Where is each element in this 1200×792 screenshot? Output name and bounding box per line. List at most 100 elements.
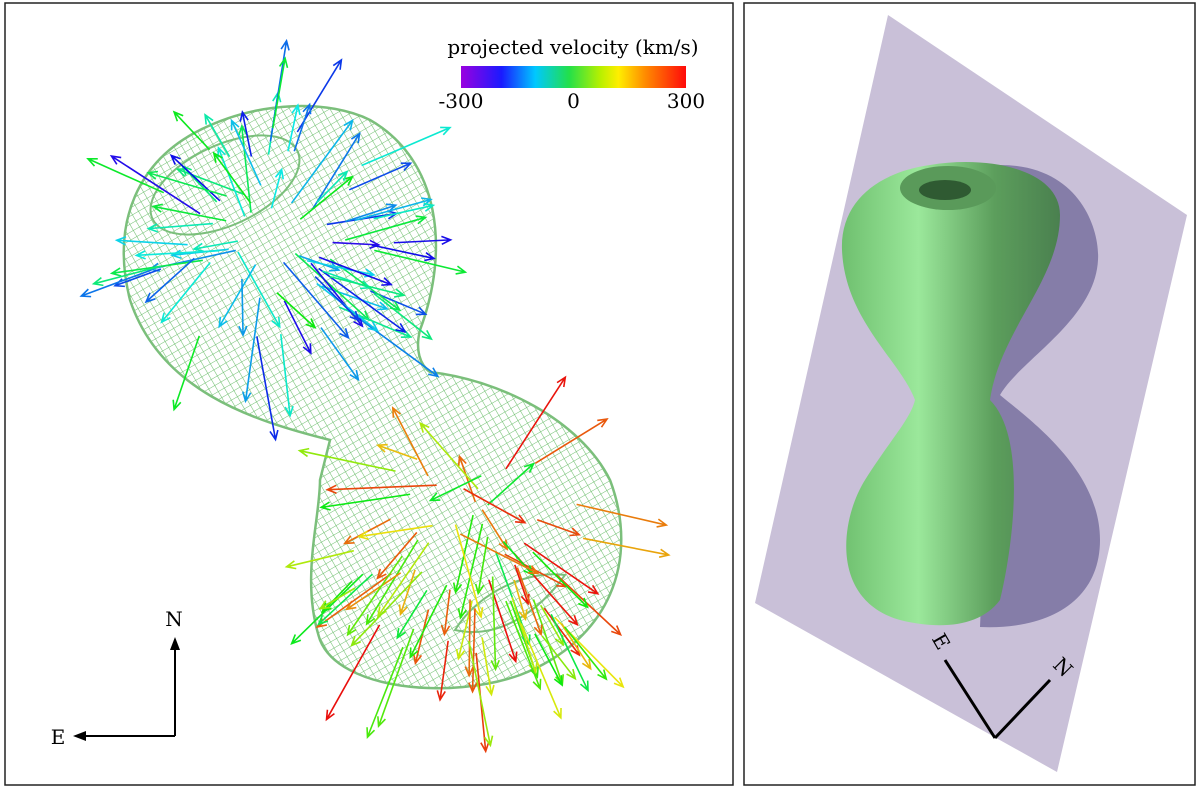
velocity-arrow [316, 282, 380, 332]
velocity-arrow [357, 524, 433, 541]
velocity-arrow [463, 488, 527, 524]
velocity-arrow [468, 608, 478, 694]
velocity-arrow [256, 336, 279, 442]
velocity-arrow [172, 335, 201, 412]
velocity-arrow [169, 154, 221, 202]
velocity-arrow [560, 623, 592, 671]
velocity-arrow [520, 623, 562, 720]
velocity-arrow [348, 162, 413, 191]
velocity-arrow [320, 327, 360, 382]
velocity-arrow [270, 167, 284, 209]
velocity-arrow [134, 249, 220, 260]
velocity-arrow [91, 265, 161, 287]
velocity-arrow [353, 314, 440, 378]
velocity-arrow [192, 240, 239, 253]
colorbar-title: projected velocity (km/s) [447, 35, 698, 59]
velocity-arrow [160, 262, 211, 324]
velocity-arrow [146, 222, 213, 233]
velocity-arrow [109, 154, 201, 215]
north-arrowhead [170, 637, 180, 650]
velocity-arrow [505, 600, 542, 691]
colorbar-ticks: -300 0 300 [439, 89, 706, 113]
velocity-arrow [582, 537, 671, 558]
velocity-arrow [398, 569, 416, 617]
velocity-arrow [293, 102, 312, 152]
colorbar-tick-label: 300 [667, 89, 705, 113]
east-arrowhead [73, 731, 86, 741]
velocity-arrow [86, 157, 165, 194]
velocity-arrow [502, 541, 534, 577]
north-axis [993, 678, 1052, 740]
velocity-arrow [282, 261, 350, 340]
velocity-arrow [576, 503, 669, 528]
velocity-arrow [79, 269, 152, 298]
compass-left: N E [51, 607, 183, 749]
velocity-arrow [318, 587, 356, 610]
velocity-arrow [365, 539, 419, 626]
model-surface [841, 162, 1060, 626]
velocity-arrow [391, 406, 429, 477]
velocity-arrow [412, 609, 430, 666]
velocity-arrow [318, 267, 407, 334]
velocity-arrow [345, 215, 428, 241]
velocity-arrow [541, 635, 577, 681]
velocity-arrow [428, 475, 482, 502]
velocity-arrow [490, 576, 500, 672]
velocity-arrow [144, 257, 195, 304]
velocity-arrow [276, 292, 317, 329]
velocity-arrow [311, 131, 361, 210]
velocity-arrow [299, 175, 354, 220]
velocity-arrow [532, 551, 589, 609]
velocity-arrow [418, 421, 479, 490]
model-opening-inner [919, 180, 971, 200]
velocity-arrow [536, 518, 582, 537]
velocity-arrow [474, 536, 489, 596]
velocity-arrow [325, 624, 381, 722]
wireframe-shell [122, 104, 623, 690]
colorbar [461, 66, 686, 88]
velocity-arrow [317, 573, 373, 626]
velocity-arrow [239, 110, 253, 157]
velocity-arrow [374, 249, 468, 275]
velocity-arrow [332, 239, 381, 250]
velocity-arrow [212, 151, 252, 204]
velocity-arrow [151, 203, 227, 222]
velocity-arrow [342, 518, 391, 545]
velocity-arrow [516, 567, 543, 637]
velocity-arrow [280, 334, 294, 418]
velocity-arrow [464, 599, 474, 678]
velocity-arrow [376, 443, 418, 461]
velocity-arrow [146, 170, 227, 197]
velocity-arrow [481, 509, 509, 551]
velocity-arrow [290, 118, 354, 204]
velocity-arrow [242, 297, 261, 404]
north-label: N [165, 607, 183, 631]
velocity-arrow [534, 418, 609, 464]
velocity-arrow [481, 637, 495, 697]
velocity-arrow [297, 447, 396, 472]
velocity-arrow [238, 278, 248, 338]
velocity-arrow [555, 573, 623, 636]
velocity-arrow [460, 533, 540, 575]
velocity-arrow [457, 523, 484, 620]
velocity-arrow [290, 573, 364, 646]
velocity-arrow [436, 640, 449, 702]
velocity-arrow [440, 589, 451, 637]
velocity-arrow [366, 646, 404, 739]
velocity-arrow [114, 236, 188, 246]
velocity-arrow [346, 555, 403, 637]
velocity-arrow [218, 264, 257, 329]
velocity-arrow [350, 571, 423, 647]
velocity-arrows [79, 38, 671, 754]
velocity-arrow [396, 589, 428, 640]
velocity-arrow [373, 293, 433, 341]
velocity-arrow [283, 300, 312, 355]
velocity-arrow [513, 579, 528, 622]
velocity-arrow [329, 275, 406, 298]
velocity-arrow [393, 235, 453, 246]
velocity-arrow [272, 56, 289, 129]
velocity-arrow [230, 118, 262, 186]
velocity-arrow [487, 462, 536, 506]
colorbar-tick-label: 0 [567, 89, 580, 113]
east-axis [943, 659, 997, 739]
